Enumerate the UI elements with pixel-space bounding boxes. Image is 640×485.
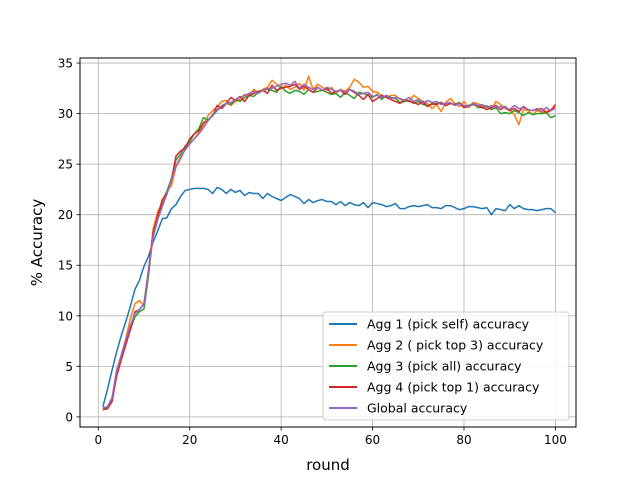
x-axis-title: round — [306, 456, 350, 474]
series-lines — [102, 75, 557, 411]
legend-label: Agg 3 (pick all) accuracy — [367, 359, 522, 374]
series-line-3 — [102, 85, 556, 410]
y-tick-label: 20 — [58, 208, 73, 222]
plot-frame — [79, 57, 577, 428]
legend-box — [322, 311, 570, 421]
legend-label: Agg 4 (pick top 1) accuracy — [367, 380, 540, 395]
y-tick-label: 30 — [58, 107, 73, 121]
series-line-1 — [102, 186, 556, 407]
legend-label: Agg 2 ( pick top 3) accuracy — [367, 338, 544, 353]
y-tick-label: 10 — [58, 309, 73, 323]
legend: Agg 1 (pick self) accuracy Agg 2 ( pick t… — [322, 311, 570, 421]
series-line-5 — [102, 80, 556, 409]
x-tick-label: 20 — [182, 433, 197, 447]
x-tick-label: 80 — [456, 433, 471, 447]
legend-label: Agg 1 (pick self) accuracy — [367, 317, 530, 332]
x-tick-label: 60 — [365, 433, 380, 447]
y-tick-label: 5 — [65, 360, 73, 374]
y-axis-title: % Accuracy — [28, 199, 46, 287]
y-tick-label: 35 — [58, 57, 73, 71]
x-tick-label: 0 — [94, 433, 102, 447]
x-tick-label: 40 — [274, 433, 289, 447]
axis-ticks: 0 20 40 60 80 100 0 5 10 15 20 25 30 35 — [58, 57, 567, 447]
y-tick-label: 25 — [58, 158, 73, 172]
x-tick-label: 100 — [544, 433, 567, 447]
y-tick-label: 0 — [65, 410, 73, 424]
legend-label: Global accuracy — [367, 401, 468, 416]
y-tick-label: 15 — [58, 259, 73, 273]
grid — [80, 58, 576, 427]
series-line-4 — [102, 83, 557, 411]
